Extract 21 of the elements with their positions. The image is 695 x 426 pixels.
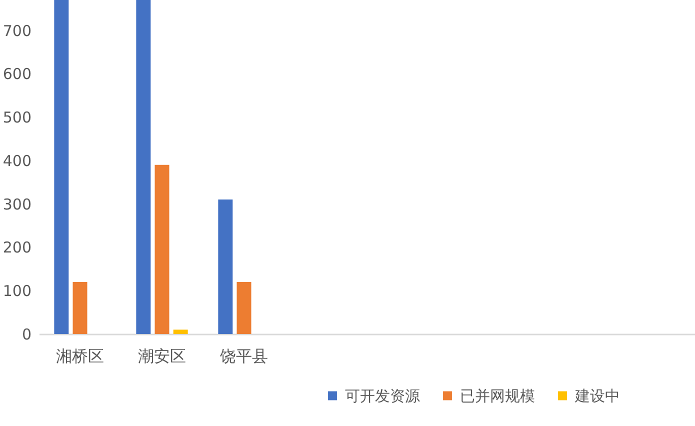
y-tick-label: 400 [2,152,32,170]
bar [54,0,69,334]
legend-label: 可开发资源 [345,386,420,405]
bar [173,330,188,334]
legend-label: 建设中 [574,386,620,405]
x-tick-label: 饶平县 [219,346,268,366]
y-tick-label: 500 [2,108,32,127]
bar [154,164,170,334]
y-tick-label: 100 [2,282,32,300]
y-tick-label: 300 [2,195,32,214]
bar [136,0,151,334]
legend-label: 已并网规模 [460,386,535,405]
bar [236,282,252,334]
x-tick-label: 潮安区 [138,346,186,366]
y-tick-label: 0 [22,326,32,344]
y-tick-label: 700 [2,22,32,40]
bar [218,200,233,334]
x-tick-label: 湘桥区 [56,346,104,366]
y-tick-label: 200 [2,238,32,257]
y-tick-label: 600 [2,65,32,84]
bar [72,282,88,334]
